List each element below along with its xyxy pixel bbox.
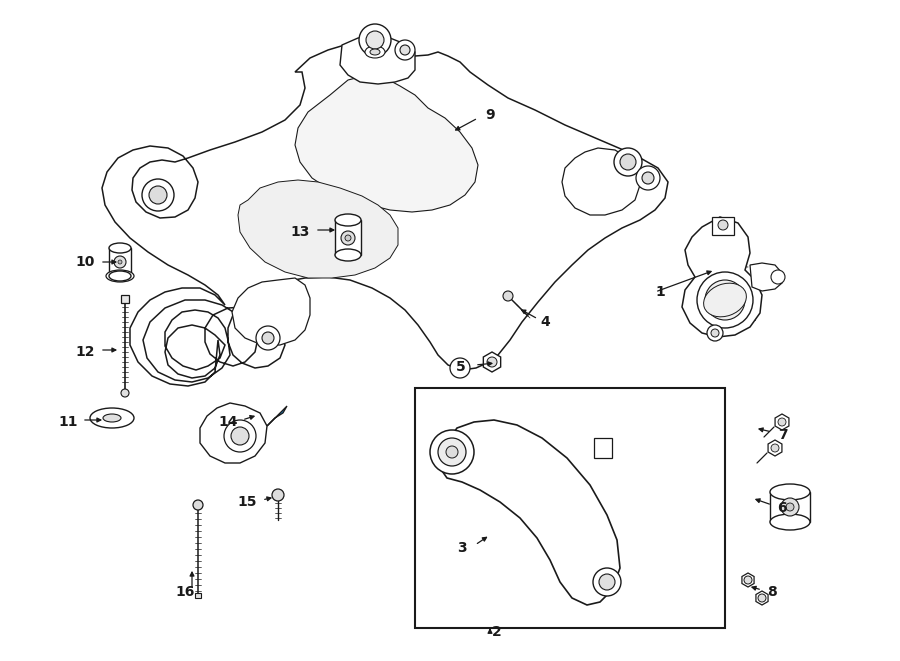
Polygon shape [232, 278, 310, 345]
Ellipse shape [335, 214, 361, 226]
Text: 14: 14 [218, 415, 238, 429]
Text: 12: 12 [76, 345, 94, 359]
Text: 1: 1 [655, 285, 665, 299]
Polygon shape [267, 406, 287, 426]
Circle shape [359, 24, 391, 56]
Ellipse shape [370, 49, 380, 55]
Circle shape [593, 568, 621, 596]
Circle shape [118, 260, 122, 264]
Text: 3: 3 [457, 541, 467, 555]
Circle shape [620, 154, 636, 170]
Circle shape [345, 235, 351, 241]
Circle shape [487, 357, 497, 367]
Circle shape [114, 256, 126, 268]
Text: 4: 4 [540, 315, 550, 329]
Bar [121, 295, 129, 303]
Circle shape [636, 166, 660, 190]
Circle shape [614, 148, 642, 176]
Circle shape [599, 574, 615, 590]
Circle shape [744, 576, 752, 584]
Text: 15: 15 [238, 495, 256, 509]
Polygon shape [102, 42, 668, 386]
Circle shape [758, 594, 766, 602]
Circle shape [771, 270, 785, 284]
Ellipse shape [335, 249, 361, 261]
Circle shape [395, 40, 415, 60]
Polygon shape [483, 352, 500, 372]
Bar [770, 492, 810, 522]
Circle shape [262, 332, 274, 344]
Polygon shape [682, 217, 762, 337]
Ellipse shape [365, 46, 385, 58]
Text: 16: 16 [176, 585, 194, 599]
Ellipse shape [90, 408, 134, 428]
Circle shape [430, 430, 474, 474]
Bar [335, 220, 361, 255]
Circle shape [341, 231, 355, 245]
Polygon shape [742, 573, 754, 587]
Polygon shape [768, 440, 782, 456]
Circle shape [272, 489, 284, 501]
Polygon shape [200, 403, 267, 463]
Circle shape [503, 291, 513, 301]
Circle shape [778, 418, 786, 426]
Circle shape [711, 329, 719, 337]
Circle shape [149, 186, 167, 204]
Circle shape [771, 444, 779, 452]
Ellipse shape [109, 271, 131, 281]
Circle shape [450, 358, 470, 378]
Circle shape [193, 500, 203, 510]
Polygon shape [295, 75, 478, 212]
Text: 9: 9 [485, 108, 495, 122]
Circle shape [224, 420, 256, 452]
Circle shape [400, 45, 410, 55]
Bar [415, 388, 725, 628]
Circle shape [231, 427, 249, 445]
Text: 13: 13 [291, 225, 310, 239]
Circle shape [642, 172, 654, 184]
Bar [109, 248, 131, 276]
Polygon shape [775, 414, 789, 430]
Ellipse shape [109, 243, 131, 253]
Circle shape [786, 503, 794, 511]
Circle shape [438, 438, 466, 466]
Text: 6: 6 [778, 501, 787, 515]
Circle shape [446, 446, 458, 458]
Ellipse shape [770, 484, 810, 500]
Text: 11: 11 [58, 415, 77, 429]
Text: 5: 5 [456, 360, 466, 374]
Circle shape [697, 272, 753, 328]
Circle shape [781, 498, 799, 516]
Circle shape [707, 325, 723, 341]
Circle shape [121, 389, 129, 397]
Polygon shape [750, 263, 782, 291]
Circle shape [366, 31, 384, 49]
Bar [594, 438, 612, 458]
Text: 7: 7 [778, 428, 788, 442]
Text: 2: 2 [492, 625, 502, 639]
Bar [712, 217, 734, 235]
Ellipse shape [704, 283, 746, 317]
Circle shape [142, 179, 174, 211]
Text: 10: 10 [76, 255, 94, 269]
Ellipse shape [106, 270, 134, 282]
Polygon shape [440, 420, 620, 605]
Circle shape [705, 280, 745, 320]
Circle shape [256, 326, 280, 350]
Text: 8: 8 [767, 585, 777, 599]
Polygon shape [238, 180, 398, 278]
Polygon shape [756, 591, 768, 605]
Polygon shape [562, 148, 640, 215]
Circle shape [718, 220, 728, 230]
Polygon shape [340, 36, 415, 84]
Ellipse shape [770, 514, 810, 530]
Bar [195, 593, 201, 598]
Ellipse shape [103, 414, 121, 422]
